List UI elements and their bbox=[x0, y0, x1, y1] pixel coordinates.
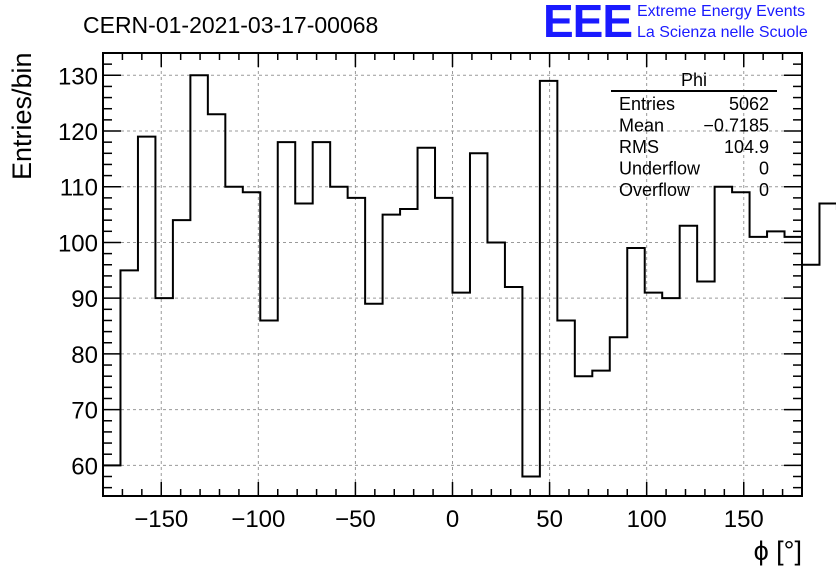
x-tick-label: −100 bbox=[231, 506, 285, 533]
stats-label: Overflow bbox=[619, 180, 691, 200]
y-tick-label: 130 bbox=[58, 63, 98, 90]
stats-label: Entries bbox=[619, 94, 675, 114]
y-tick-label: 120 bbox=[58, 119, 98, 146]
x-tick-label: −150 bbox=[134, 506, 188, 533]
stats-value: 5062 bbox=[729, 94, 769, 114]
x-tick-label: 150 bbox=[724, 506, 764, 533]
x-tick-label: 100 bbox=[627, 506, 667, 533]
stats-value: 104.9 bbox=[724, 137, 769, 157]
stats-rows: Entries 5062 Mean −0.7185 RMS 104.9 Underflow 0… bbox=[619, 94, 769, 200]
x-tick-label: −50 bbox=[335, 506, 376, 533]
logo-line-2: La Scienza nelle Scuole bbox=[637, 24, 808, 41]
eee-logo: EEE Extreme Energy Events La Scienza nel… bbox=[543, 0, 833, 47]
chart-title: CERN-01-2021-03-17-00068 bbox=[83, 12, 378, 38]
stats-label: Underflow bbox=[619, 159, 701, 179]
stats-box-title: Phi bbox=[681, 70, 707, 90]
stats-value: −0.7185 bbox=[703, 116, 769, 136]
grid-lines bbox=[103, 53, 802, 496]
y-tick-label: 100 bbox=[58, 230, 98, 257]
histogram-outline bbox=[102, 74, 836, 496]
y-tick-label: 110 bbox=[60, 175, 98, 202]
tick-labels: −150 −100 −50 0 50 100 150 60 70 80 90 100 110 120 130 bbox=[58, 63, 764, 533]
x-axis-label: ϕ [°] bbox=[754, 536, 802, 566]
axis-ticks bbox=[102, 52, 803, 496]
logo-line-1: Extreme Energy Events bbox=[637, 3, 806, 20]
stats-box: Phi Entries 5062 Mean −0.7185 RMS 104.9 Underf… bbox=[611, 70, 777, 200]
x-tick-label: 0 bbox=[446, 506, 459, 533]
eee-logo-mark: EEE bbox=[543, 0, 633, 47]
stats-value: 0 bbox=[759, 180, 769, 200]
y-tick-label: 60 bbox=[71, 453, 98, 480]
x-tick-label: 50 bbox=[536, 506, 563, 533]
y-tick-label: 90 bbox=[71, 286, 98, 313]
stats-label: RMS bbox=[619, 137, 659, 157]
y-tick-label: 70 bbox=[71, 398, 98, 425]
y-axis-label: Entries/bin bbox=[7, 52, 37, 180]
y-tick-label: 80 bbox=[71, 342, 98, 369]
stats-value: 0 bbox=[759, 159, 769, 179]
stats-label: Mean bbox=[619, 116, 664, 136]
